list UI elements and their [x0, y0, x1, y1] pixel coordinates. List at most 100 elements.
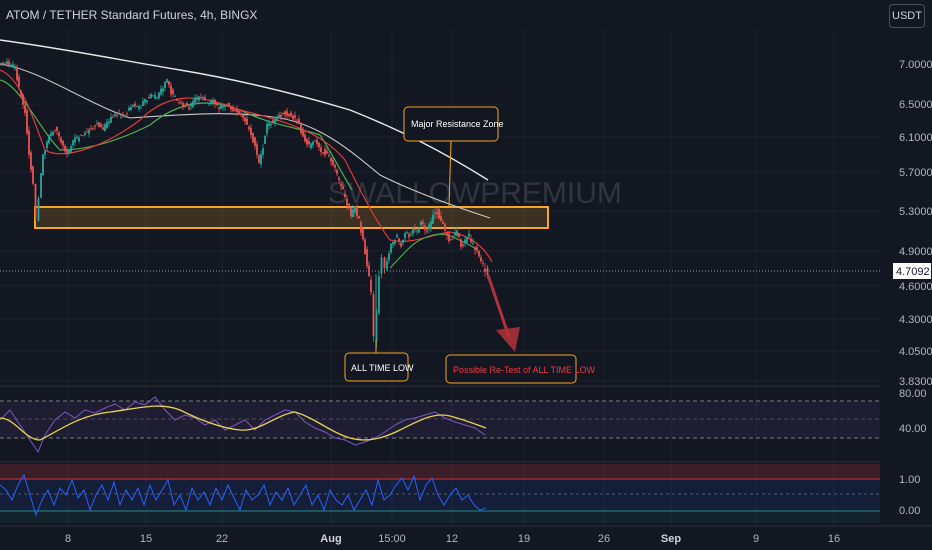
candle-body [148, 96, 150, 99]
currency-button[interactable]: USDT [889, 4, 925, 28]
candle-body [138, 106, 140, 109]
candle-body [426, 229, 428, 232]
candle-body [226, 104, 228, 106]
rsi-panel [0, 385, 880, 454]
candle-body [440, 216, 442, 221]
candle-body [112, 116, 114, 118]
candle-body [64, 145, 66, 152]
candle-body [452, 236, 454, 238]
candle-body [250, 127, 252, 136]
candle-body [383, 257, 386, 268]
candle-body [174, 96, 176, 98]
candle-body [336, 170, 338, 174]
candle-body [348, 203, 350, 207]
price-axis-label: 5.3000 [899, 206, 932, 218]
candle-body [392, 241, 394, 245]
candle-body [418, 228, 420, 233]
candle-body [122, 114, 124, 117]
chart-title: ATOM / TETHER Standard Futures, 4h, BING… [6, 8, 258, 22]
candle-body [402, 239, 404, 244]
candle-body [364, 239, 366, 255]
candle-body [456, 230, 458, 236]
candle-body [350, 208, 352, 217]
candle-body [238, 110, 240, 114]
candle-body [12, 64, 14, 68]
candle-body [340, 184, 342, 187]
candle-body [40, 173, 42, 198]
ma-white-mid [0, 63, 491, 219]
candle-body [198, 96, 200, 101]
candle-body [278, 114, 280, 119]
candle-body [450, 238, 452, 240]
candle-body [342, 186, 344, 190]
candle-body [214, 99, 216, 105]
candle-body [116, 115, 118, 117]
candle-body [178, 102, 180, 103]
candle-body [170, 85, 172, 95]
candle-body [476, 247, 478, 251]
candle-body [282, 112, 284, 114]
candle-body [444, 223, 446, 231]
candle-body [404, 233, 406, 239]
candle-body [232, 107, 234, 111]
candle-body [442, 222, 444, 224]
candle-body [484, 268, 486, 272]
candle-body [378, 276, 380, 314]
time-axis-label: 12 [446, 533, 458, 545]
candle-body [316, 139, 318, 145]
candle-body [304, 134, 306, 142]
candle-body [430, 221, 432, 229]
candle-body [200, 97, 202, 99]
candle-body [218, 107, 220, 110]
time-axis-label: 15:00 [378, 533, 406, 545]
candle-body [146, 100, 148, 103]
candle-body [34, 184, 37, 219]
candle-body [312, 141, 314, 146]
candle-body [188, 106, 190, 109]
candle-body [262, 148, 264, 155]
candle-body [292, 115, 294, 120]
candle-body [102, 127, 104, 130]
candle-body [108, 121, 110, 124]
candle-body [8, 61, 10, 66]
candle-body [478, 250, 480, 257]
candle-body [142, 100, 144, 107]
price-axis[interactable]: 7.0000 6.5000 6.1000 5.7000 5.3000 4.9000 4.60… [899, 59, 932, 517]
time-axis-label: 16 [828, 533, 840, 545]
candle-body [242, 114, 244, 118]
candle-body [338, 177, 340, 181]
candle-body [0, 63, 2, 64]
candle-body [186, 103, 188, 106]
candle-body [56, 126, 58, 132]
candle-body [164, 81, 166, 89]
candle-body [166, 79, 168, 83]
candle-body [58, 132, 60, 137]
candle-body [366, 249, 368, 267]
candle-body [256, 144, 258, 155]
candle-body [398, 238, 400, 242]
candle-body [160, 88, 162, 95]
candle-body [28, 130, 30, 155]
candle-body [414, 228, 416, 230]
candle-body [332, 159, 334, 166]
candle-body [432, 214, 434, 224]
candlestick-series [0, 58, 489, 350]
candle-body [98, 122, 100, 127]
annotation-retest-text: Possible Re-Test of ALL TIME LOW [453, 365, 596, 375]
candle-body [236, 109, 238, 113]
candle-body [438, 209, 440, 219]
candle-body [288, 113, 290, 117]
candle-body [204, 97, 206, 101]
candle-body [326, 151, 328, 154]
time-axis-label: 26 [598, 533, 610, 545]
candle-body [280, 114, 282, 118]
ma-red [0, 69, 493, 263]
resistance-zone [34, 206, 549, 229]
candle-body [290, 112, 292, 117]
candle-body [274, 119, 276, 123]
candle-body [380, 257, 383, 274]
candle-body [284, 111, 286, 115]
time-axis[interactable]: 8 15 22 Aug 15:00 12 19 26 Sep 9 16 [65, 533, 840, 545]
candle-body [26, 110, 28, 134]
candle-body [446, 233, 448, 236]
